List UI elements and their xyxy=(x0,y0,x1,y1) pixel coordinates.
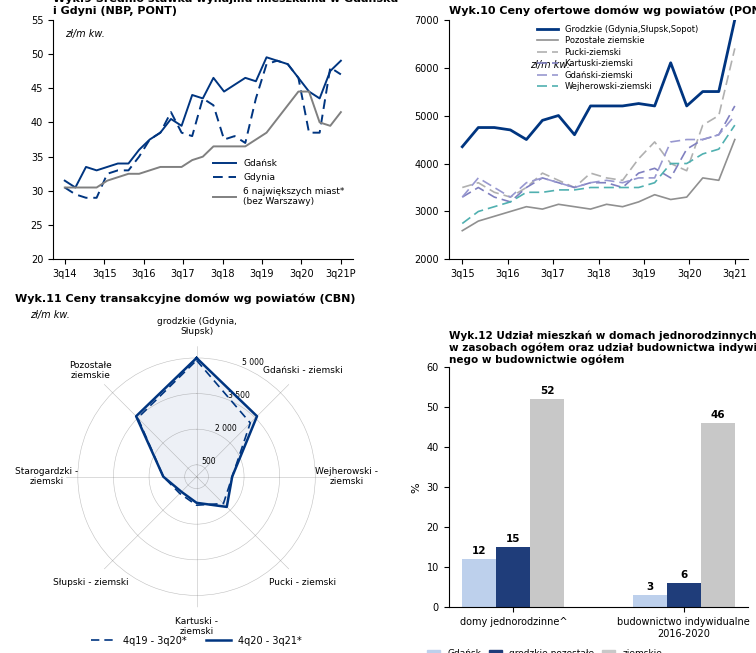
Text: 15: 15 xyxy=(506,534,521,544)
Bar xyxy=(667,583,701,607)
Text: zł/m kw.: zł/m kw. xyxy=(65,29,105,39)
Text: 12: 12 xyxy=(472,546,487,556)
Legend: Gdańsk, Gdynia, 6 największych miast*
(bez Warszawy): Gdańsk, Gdynia, 6 największych miast* (b… xyxy=(210,156,349,210)
Text: Wyk.11 Ceny transakcyjne domów wg powiatów (CBN): Wyk.11 Ceny transakcyjne domów wg powiat… xyxy=(15,293,355,304)
Text: 52: 52 xyxy=(541,386,555,396)
Legend: Grodzkie (Gdynia,Słupsk,Sopot), Pozostałe ziemskie, Pucki-ziemski, Kartuski-ziem: Grodzkie (Gdynia,Słupsk,Sopot), Pozostał… xyxy=(534,22,701,95)
Legend: 4q19 - 3q20*, 4q20 - 3q21*: 4q19 - 3q20*, 4q20 - 3q21* xyxy=(87,631,306,650)
Y-axis label: %: % xyxy=(411,482,421,492)
Text: Wyk.12 Udział mieszkań w domach jednorodzinnych
w zasobach ogółem oraz udział bu: Wyk.12 Udział mieszkań w domach jednorod… xyxy=(448,330,756,365)
Bar xyxy=(531,400,565,607)
Bar xyxy=(633,596,667,607)
Bar xyxy=(701,423,735,607)
Polygon shape xyxy=(136,358,257,507)
Text: Wyk.10 Ceny ofertowe domów wg powiatów (PONT): Wyk.10 Ceny ofertowe domów wg powiatów (… xyxy=(448,5,756,16)
Bar xyxy=(497,547,531,607)
Bar xyxy=(462,560,497,607)
Text: zł/m kw.: zł/m kw. xyxy=(530,60,569,71)
Text: 3: 3 xyxy=(646,582,653,592)
Text: Wyk.9 Średnio stawka wynajmu mieszkania w Gdańsku
i Gdyni (NBP, PONT): Wyk.9 Średnio stawka wynajmu mieszkania … xyxy=(53,0,398,16)
Legend: Gdańsk, grodzkie pozostałe, ziemskie: Gdańsk, grodzkie pozostałe, ziemskie xyxy=(423,645,666,653)
Text: 6: 6 xyxy=(680,570,687,580)
Text: zł/m kw.: zł/m kw. xyxy=(30,310,70,320)
Text: 46: 46 xyxy=(711,410,725,420)
